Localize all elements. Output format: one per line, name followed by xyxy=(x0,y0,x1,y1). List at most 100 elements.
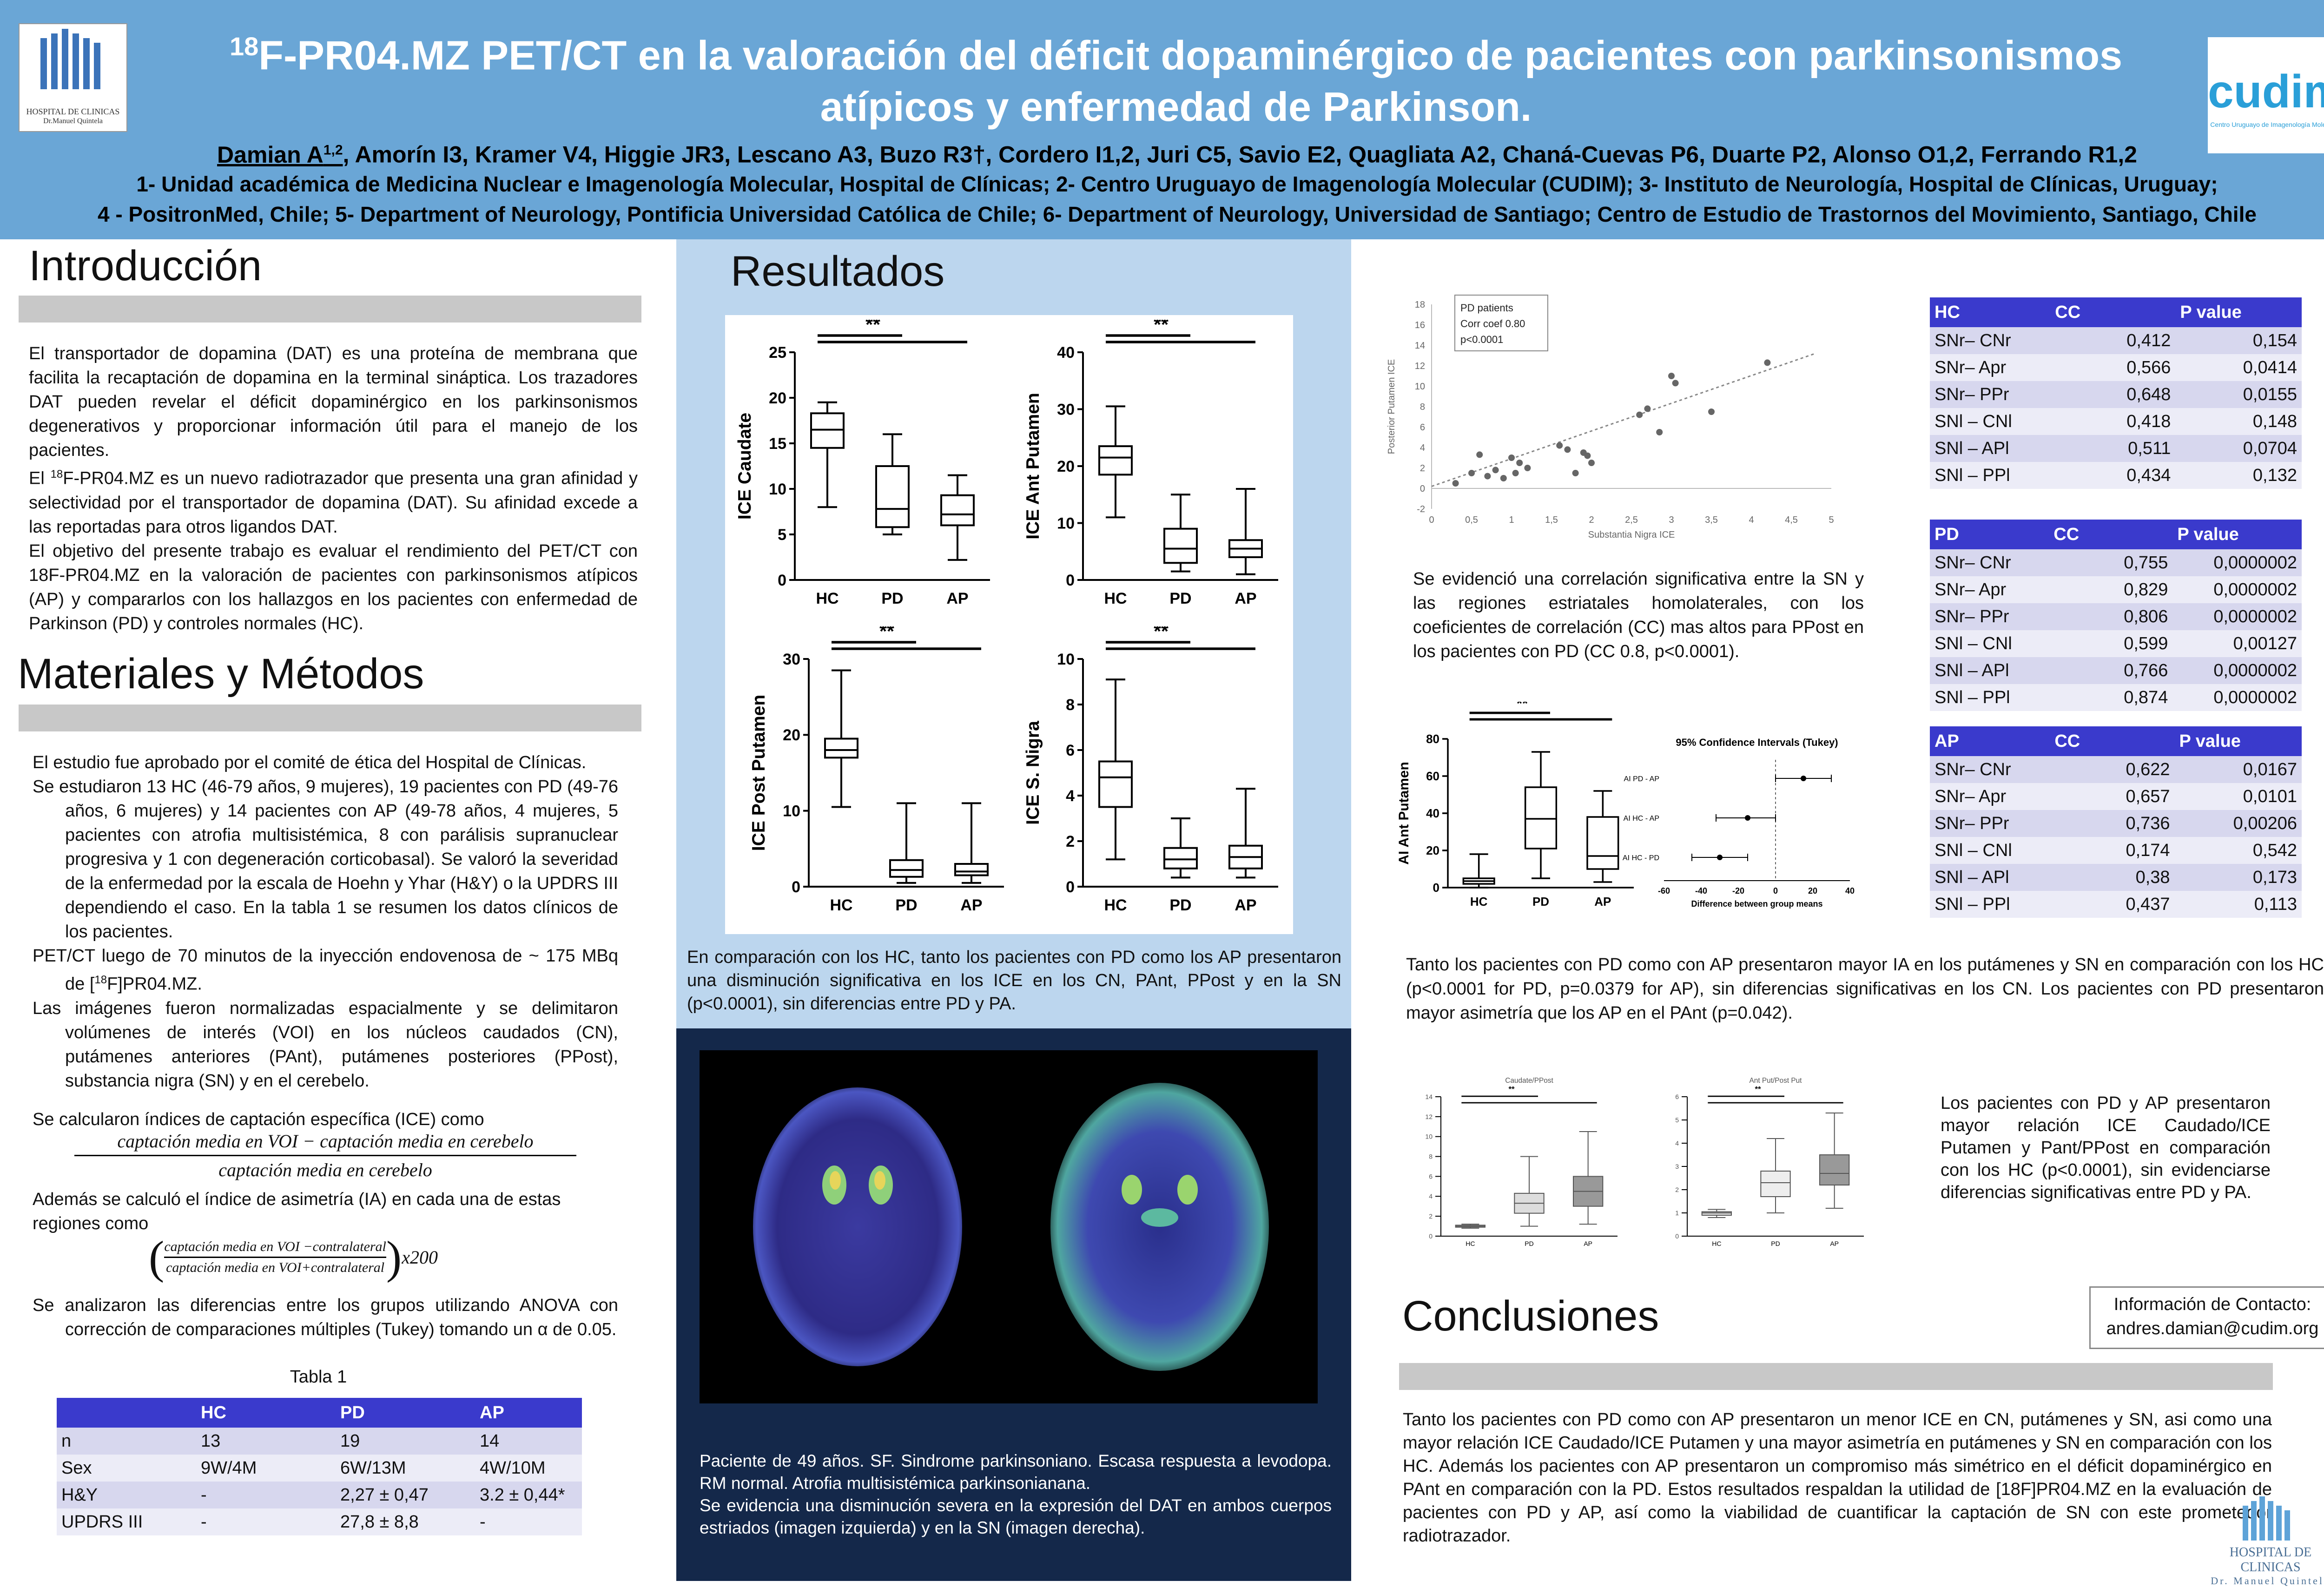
y-tick-label: 6 xyxy=(1429,1172,1433,1180)
chart-ice-ant-putamen: 0 10 20 30 40 ICE Ant Putamen HC PD AP ** xyxy=(1023,320,1278,607)
y-tick-label: 4 xyxy=(1429,1192,1433,1200)
cc-header-cell: PD xyxy=(1930,520,2049,549)
contact-email[interactable]: andres.damian@cudim.org xyxy=(2106,1319,2319,1338)
footer-hospital-logo-icon xyxy=(2243,1496,2290,1541)
table-row: SNr– CNr 0,412 0,154 xyxy=(1930,327,2302,354)
y-tick-label: 2 xyxy=(1675,1186,1679,1193)
table-cell: 0,806 xyxy=(2049,603,2173,630)
box xyxy=(1098,445,1133,476)
ratio-summary: Los pacientes con PD y AP presentaron ma… xyxy=(1941,1093,2271,1202)
table1-header-cell: AP xyxy=(475,1398,582,1428)
x-tick-label: 4,5 xyxy=(1785,515,1798,525)
y-tick-label: 60 xyxy=(1426,769,1439,783)
y-tick-label: 1 xyxy=(1675,1209,1679,1217)
box xyxy=(1819,1154,1850,1185)
pet-caption-1: Paciente de 49 años. SF. Sindrome parkin… xyxy=(700,1451,1332,1493)
y-tick-label: 3 xyxy=(1675,1163,1679,1170)
y-tick-label: 6 xyxy=(1675,1093,1679,1100)
y-tick-label: 6 xyxy=(1066,742,1075,759)
cc-table-pd: PD CC P value SNr– CNr 0,755 0,0000002 SNr– Ap… xyxy=(1930,520,2302,711)
pet-sn-right-3 xyxy=(1141,1208,1178,1227)
x-tick-label: 0 xyxy=(1773,886,1778,896)
contact-box: Información de Contacto: andres.damian@c… xyxy=(2089,1286,2324,1349)
y-tick-label: 25 xyxy=(769,344,786,362)
x-tick-label: HC xyxy=(1466,1240,1475,1247)
y-tick-label: 10 xyxy=(1057,514,1075,532)
table-cell: 0,0155 xyxy=(2175,381,2302,408)
x-tick-label: AP xyxy=(1594,895,1611,909)
x-tick-label: AP xyxy=(1235,896,1256,914)
poster-title-line1: 18F-PR04.MZ PET/CT en la valoración del … xyxy=(177,21,2175,81)
data-point xyxy=(1500,475,1507,481)
table-cell: 19 xyxy=(336,1428,475,1455)
conclusions-text: Tanto los pacientes con PD como con AP p… xyxy=(1403,1410,2272,1546)
cc-table-hc: HC CC P value SNr– CNr 0,412 0,154 SNr– Apr 0,5… xyxy=(1930,297,2302,489)
methods-p3: PET/CT luego de 70 minutos de la inyecci… xyxy=(33,944,618,996)
x-axis-label: Difference between group means xyxy=(1691,899,1822,909)
pet-sn-right-1 xyxy=(1122,1175,1142,1205)
table-row: Sex 9W/4M 6W/13M 4W/10M xyxy=(57,1455,582,1482)
y-tick-label: 8 xyxy=(1420,402,1425,412)
x-tick-label: AP xyxy=(960,896,982,914)
table-row: UPDRS III -27,8 ± 8,8- xyxy=(57,1508,582,1535)
y-tick-label: 8 xyxy=(1066,696,1075,714)
table-row: SNl – CNl 0,174 0,542 xyxy=(1930,837,2302,864)
box xyxy=(1524,786,1558,849)
y-tick-label: 20 xyxy=(1426,843,1439,857)
data-point xyxy=(1476,451,1483,458)
chart-ice-post-putamen: 0 10 20 30 ICE Post Putamen HC PD AP ** xyxy=(749,626,1004,914)
table-cell: 3.2 ± 0,44* xyxy=(475,1482,582,1508)
intro-p3: El objetivo del presente trabajo es eval… xyxy=(29,541,638,633)
x-tick-label: 3 xyxy=(1669,515,1674,525)
table-row: SNl – PPl 0,434 0,132 xyxy=(1930,462,2302,489)
y-tick-label: 30 xyxy=(783,651,800,668)
x-tick-label: AP xyxy=(1235,590,1256,607)
y-tick-label: 6 xyxy=(1420,422,1425,433)
table-cell: SNr– CNr xyxy=(1930,549,2049,576)
table-cell: SNl – PPl xyxy=(1930,684,2049,711)
formula-ia: ( captación media en VOI −contralateral … xyxy=(149,1231,438,1284)
table-cell: 0,0000002 xyxy=(2172,657,2302,684)
pet-brain-left xyxy=(753,1087,962,1366)
box xyxy=(1098,760,1133,808)
table-row: SNr– CNr 0,622 0,0167 xyxy=(1930,756,2302,783)
first-author-name: Damian A xyxy=(217,141,324,168)
table-row: SNr– Apr 0,829 0,0000002 xyxy=(1930,576,2302,603)
x-tick-label: -40 xyxy=(1695,886,1707,896)
y-tick-label: 10 xyxy=(769,481,786,498)
table-cell: SNr– Apr xyxy=(1930,783,2050,810)
box xyxy=(954,863,989,876)
ci-row-label: AI PD - AP xyxy=(1624,775,1659,783)
y-tick-label: 10 xyxy=(1415,382,1425,392)
y-tick-label: 0 xyxy=(792,878,800,896)
data-point xyxy=(1672,380,1679,387)
results-heading: Resultados xyxy=(731,248,945,295)
ia-summary: Tanto los pacientes con PD como con AP p… xyxy=(1406,955,2324,1023)
table-row: SNl – APl 0,511 0,0704 xyxy=(1930,435,2302,462)
data-point xyxy=(1564,446,1571,453)
data-point xyxy=(1492,467,1499,474)
y-tick-label: 80 xyxy=(1426,732,1439,746)
data-point xyxy=(1644,405,1651,412)
y-tick-label: 20 xyxy=(1057,458,1075,475)
x-tick-label: HC xyxy=(816,590,838,607)
table-row: SNl – PPl 0,437 0,113 xyxy=(1930,891,2302,918)
significance-label: ** xyxy=(1154,626,1169,642)
x-tick-label: PD xyxy=(1532,895,1549,909)
footer-logo-text: HOSPITAL DE CLINICAS xyxy=(2229,1545,2312,1574)
x-tick-label: 2 xyxy=(1589,515,1594,525)
boxplot-panel: 0 5 10 15 20 25 ICE Caudate HC PD AP ** 0 10 20 30 40 I… xyxy=(725,315,1293,934)
data-point xyxy=(1508,454,1515,461)
table-cell: 0,736 xyxy=(2050,810,2175,837)
intro-divider xyxy=(19,296,641,323)
pet-sn-right-2 xyxy=(1177,1175,1198,1205)
y-tick-label: 0 xyxy=(1066,878,1075,896)
affiliations-line2: 4 - PositronMed, Chile; 5- Department of… xyxy=(98,202,2257,226)
table-cell: 0,566 xyxy=(2050,354,2176,381)
data-point xyxy=(1588,460,1595,466)
methods-p6: Además se calculó el índice de asimetría… xyxy=(33,1190,561,1233)
poster-header: HOSPITAL DE CLINICAS Dr.Manuel Quintela … xyxy=(0,0,2324,239)
table-row: SNl – PPl 0,874 0,0000002 xyxy=(1930,684,2302,711)
formula-ia-rparen: ) xyxy=(386,1231,402,1283)
table-cell: 0,132 xyxy=(2175,462,2302,489)
